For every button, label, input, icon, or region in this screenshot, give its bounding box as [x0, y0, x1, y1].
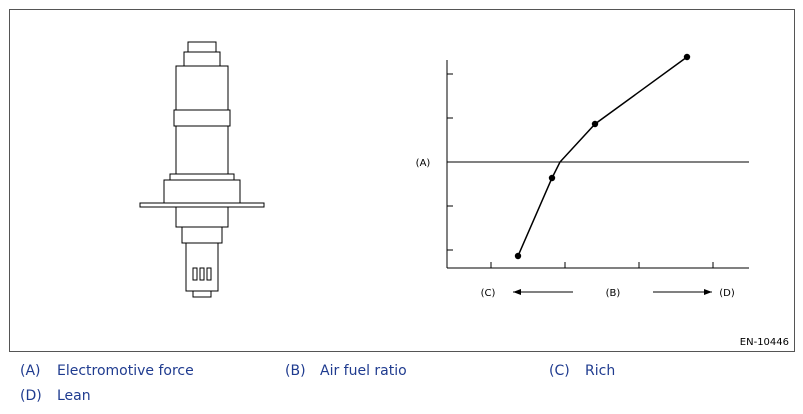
legend-key: (C) — [549, 363, 570, 379]
sensor-drawing — [139, 41, 265, 298]
graph — [446, 56, 749, 295]
label-c: (C) — [481, 288, 496, 299]
label-d: (D) — [719, 288, 735, 299]
curve-points — [514, 53, 691, 260]
legend-text: Rich — [585, 363, 616, 379]
label-a: (A) — [416, 158, 431, 169]
legend-key: (D) — [20, 388, 42, 404]
legend-text: Lean — [57, 388, 91, 404]
legend-text: Air fuel ratio — [320, 363, 407, 379]
frame — [9, 9, 795, 352]
figure-code: EN-10446 — [740, 337, 789, 348]
label-b: (B) — [606, 288, 621, 299]
legend-key: (B) — [285, 363, 306, 379]
legend-text: Electromotive force — [57, 363, 194, 379]
legend-key: (A) — [20, 363, 41, 379]
